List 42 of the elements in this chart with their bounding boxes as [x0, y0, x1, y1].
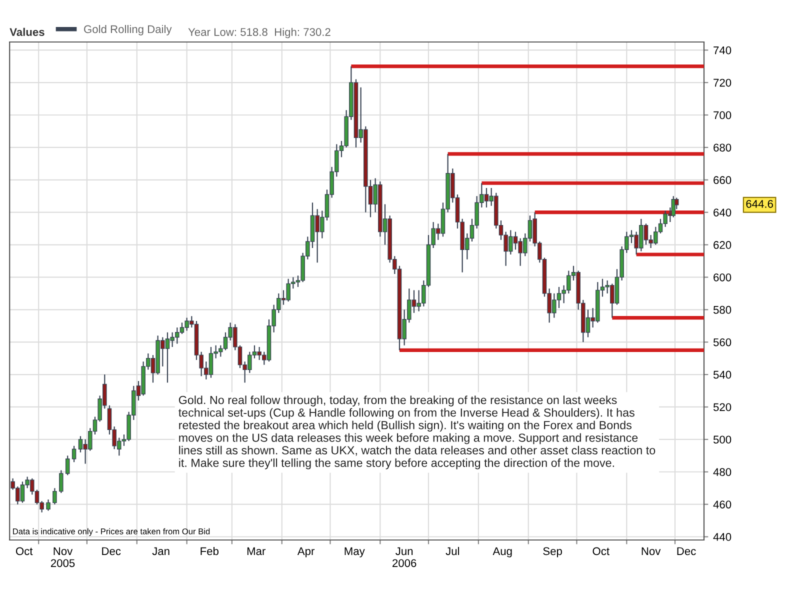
candlestick: [46, 498, 50, 512]
x-tick-label: Aug: [492, 547, 512, 558]
x-tick-label: Jan: [152, 547, 170, 556]
candlestick: [52, 488, 57, 505]
x-tick-label: Apr: [297, 547, 315, 558]
y-tick-label: 440: [713, 533, 732, 541]
y-tick-label: 520: [713, 403, 732, 412]
y-tick-label: 540: [713, 370, 732, 379]
y-tick-label: 660: [714, 176, 732, 184]
x-tick-label: Dec: [102, 547, 121, 556]
x-tick-label: Sep: [543, 547, 562, 558]
y-tick-label: 480: [713, 468, 732, 476]
x-tick-label: Feb: [200, 546, 218, 556]
candlestick: [72, 445, 76, 463]
chart-subtitle: Year Low: 518.8 High: 730.2: [188, 28, 330, 38]
text: Values: [10, 28, 44, 36]
x-tick-label: Oct: [16, 547, 33, 556]
x-tick-label: Mar: [247, 547, 266, 556]
x-tick-label: Dec: [677, 547, 696, 556]
y-tick-label: 580: [713, 306, 732, 314]
candlestick: [59, 470, 64, 494]
y-tick-label: 680: [714, 144, 732, 152]
legend-label: Gold Rolling Daily: [84, 24, 172, 36]
y-tick-label: 600: [714, 273, 732, 282]
y-tick-label: 620: [714, 241, 732, 249]
x-tick-label: Oct: [592, 547, 610, 556]
y-tick-label: 720: [714, 78, 732, 87]
y-tick-label: 640: [714, 208, 732, 216]
y-tick-label: 560: [713, 338, 732, 346]
y-tick-label: 740: [714, 46, 732, 54]
x-tick-label: Jun 2006: [392, 547, 416, 568]
y-tick-label: 700: [714, 111, 732, 120]
candlestick: [65, 455, 70, 476]
x-tick-label: Jul: [446, 546, 460, 556]
y-tick-label: 500: [713, 436, 732, 444]
x-tick-label: Nov: [642, 547, 661, 556]
annotation: Gold. No real follow through, today, from the breaking of the resistance on last weeks technical set-ups (Cup & Handle following on from the Inverse Head & Shoulders). It has retested the breakout area which held (Bullish sign). It's waiting on the Forex and Bonds moves on the US data releases this week before making a move. Support and resistance lines still as shown. Same as UKX, watch the data releases and other asset class reaction to it. Make sure they'll telling the same story before accepting the direction of the move.: [178, 396, 656, 470]
y-tick-label: 460: [713, 500, 732, 508]
annotation: Data is indicative only - Prices are taken from Our Bid: [13, 528, 210, 536]
x-tick-label: May: [344, 547, 365, 558]
x-tick-label: Nov 2005: [50, 547, 75, 568]
text: 644.6: [746, 200, 773, 208]
